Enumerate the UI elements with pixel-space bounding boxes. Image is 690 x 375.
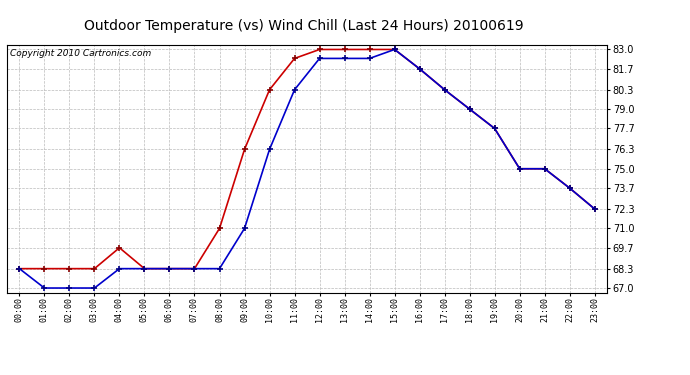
Text: Outdoor Temperature (vs) Wind Chill (Last 24 Hours) 20100619: Outdoor Temperature (vs) Wind Chill (Las… — [83, 19, 524, 33]
Text: Copyright 2010 Cartronics.com: Copyright 2010 Cartronics.com — [10, 49, 151, 58]
